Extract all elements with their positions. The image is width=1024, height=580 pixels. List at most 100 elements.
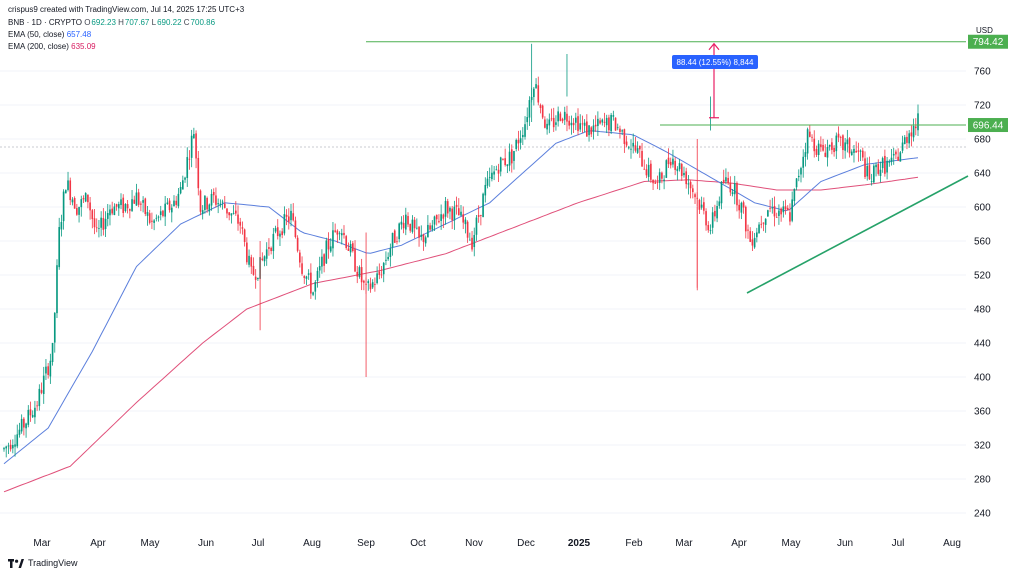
- candle-body: [42, 375, 45, 395]
- candle-body: [890, 157, 893, 162]
- candle-body: [864, 158, 866, 178]
- candlestick-series: [3, 43, 919, 458]
- candle-body: [658, 172, 661, 183]
- candle-body: [265, 249, 268, 259]
- candle-body: [294, 220, 297, 238]
- candle-body: [738, 204, 741, 211]
- candle-body: [601, 119, 604, 123]
- candle-body: [700, 204, 703, 208]
- resistance-price-badge-text: 794.42: [973, 37, 1004, 48]
- candle-body: [91, 210, 94, 220]
- candle-body: [643, 168, 646, 170]
- candle-body: [877, 163, 880, 174]
- candle-body: [817, 143, 820, 156]
- candle-body: [219, 203, 222, 206]
- candle-body: [557, 111, 559, 122]
- candle-body: [608, 117, 610, 131]
- candle-body: [193, 134, 195, 139]
- candle-body: [488, 177, 491, 178]
- close-value: 700.86: [190, 18, 216, 27]
- candle-body: [698, 199, 701, 210]
- candle-body: [471, 237, 473, 250]
- candle-body: [7, 445, 10, 447]
- candle-body: [566, 113, 568, 122]
- time-tick-label: Sep: [357, 538, 375, 549]
- candle-body: [782, 206, 785, 213]
- candle-body: [301, 263, 303, 274]
- candle-body: [347, 248, 350, 251]
- low-label: L: [151, 18, 157, 27]
- ema50-legend[interactable]: EMA (50, close) 657.48: [8, 30, 91, 39]
- candle-body: [784, 206, 787, 210]
- candle-body: [343, 232, 345, 236]
- candle-body: [524, 124, 526, 137]
- candle-body: [153, 220, 155, 223]
- candle-body: [23, 418, 25, 428]
- candle-body: [299, 252, 301, 263]
- candle-body: [711, 212, 714, 228]
- candle-body: [691, 188, 694, 193]
- candle-body: [257, 277, 259, 280]
- candle-body: [69, 180, 72, 201]
- candle-body: [574, 117, 577, 123]
- candle-body: [82, 198, 85, 200]
- currency-label[interactable]: USD: [976, 26, 993, 35]
- candle-body: [680, 163, 683, 176]
- candle-body: [910, 132, 913, 137]
- candle-body: [396, 241, 398, 243]
- candle-body: [47, 366, 49, 375]
- candle-body: [354, 248, 356, 272]
- candle-body: [528, 100, 531, 118]
- candle-body: [124, 204, 127, 212]
- chart-grid: [0, 70, 966, 514]
- candle-body: [451, 208, 453, 221]
- candle-body: [385, 259, 387, 261]
- candle-body: [539, 104, 542, 108]
- candle-body: [859, 150, 862, 152]
- candle-body: [815, 149, 818, 155]
- time-axis[interactable]: Mar Apr May Jun Jul Aug Sep Oct Nov Dec 2025 Feb Mar…: [33, 538, 961, 549]
- candle-body: [113, 206, 116, 215]
- candle-body: [148, 213, 151, 223]
- candle-body: [773, 205, 776, 217]
- candle-body: [431, 225, 434, 230]
- ema200-legend[interactable]: EMA (200, close) 635.09: [8, 42, 96, 51]
- candle-body: [142, 200, 144, 203]
- candle-body: [676, 168, 679, 172]
- ema200-legend-value: 635.09: [71, 42, 96, 51]
- candle-body: [424, 237, 427, 244]
- candle-body: [345, 236, 348, 249]
- candle-body: [848, 138, 851, 154]
- candle-body: [146, 212, 149, 216]
- candle-body: [393, 230, 396, 243]
- candle-body: [811, 136, 813, 138]
- candle-body: [164, 203, 166, 217]
- candle-body: [650, 163, 652, 180]
- candle-body: [60, 221, 63, 230]
- candle-body: [327, 238, 330, 250]
- candle-body: [577, 116, 579, 132]
- candle-body: [316, 270, 319, 281]
- candle-body: [201, 210, 204, 215]
- price-tick-label: 360: [974, 407, 991, 418]
- candle-body: [831, 142, 833, 150]
- candle-body: [846, 139, 849, 145]
- candle-body: [486, 178, 489, 186]
- candle-body: [407, 216, 409, 225]
- candle-body: [586, 121, 588, 137]
- price-axis[interactable]: 240 280 320 360 400 440 480 520 560 600 640 680 720 7…: [974, 67, 991, 520]
- tradingview-footer[interactable]: TradingView: [8, 558, 78, 568]
- candle-body: [473, 234, 476, 248]
- candle-body: [391, 232, 394, 248]
- candle-body: [583, 122, 586, 126]
- candle-body: [3, 448, 5, 450]
- candle-body: [731, 192, 734, 195]
- candle-body: [703, 202, 705, 211]
- ascending-trendline: [746, 175, 969, 294]
- candle-body: [850, 151, 853, 156]
- candle-body: [625, 141, 628, 146]
- candle-body: [687, 183, 690, 185]
- candle-body: [780, 208, 782, 215]
- price-tick-label: 400: [974, 373, 991, 384]
